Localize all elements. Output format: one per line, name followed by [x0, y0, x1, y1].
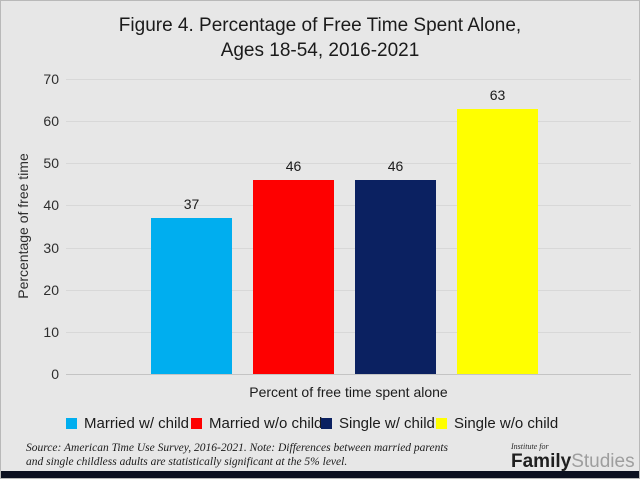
y-tick-label-40: 40 — [43, 197, 59, 214]
legend-swatch-icon — [321, 418, 332, 429]
gridline-10 — [66, 331, 631, 333]
legend-item-single-w-o-child: Single w/o child — [436, 415, 558, 432]
y-tick-label-20: 20 — [43, 281, 59, 298]
ifs-logo-wordmark: FamilyStudies — [511, 452, 636, 471]
bottom-bar — [1, 471, 639, 478]
bar-single-w-o-child — [457, 108, 538, 374]
gridline-50 — [66, 163, 631, 165]
legend-swatch-icon — [191, 418, 202, 429]
y-tick-label-50: 50 — [43, 155, 59, 172]
bar-value-label: 37 — [183, 196, 200, 213]
bar-value-label: 46 — [285, 158, 302, 175]
gridline-20 — [66, 289, 631, 291]
y-tick-label-60: 60 — [43, 113, 59, 130]
legend-label: Married w/o child — [209, 415, 323, 432]
legend: Married w/ child Married w/o child Single … — [1, 415, 639, 435]
legend-item-single-w-child: Single w/ child — [321, 415, 435, 432]
legend-label: Single w/ child — [339, 415, 435, 432]
legend-item-married-w-o-child: Married w/o child — [191, 415, 322, 432]
y-tick-label-0: 0 — [51, 366, 59, 382]
bar-married-w-child — [151, 218, 232, 374]
gridline-40 — [66, 205, 631, 207]
bar-married-w-o-child — [253, 180, 334, 374]
ifs-logo: Institute for FamilyStudies — [511, 442, 636, 471]
plot-area: 37 46 46 63 — [66, 79, 631, 375]
ifs-logo-institute-for: Institute for — [511, 442, 549, 451]
gridline-30 — [66, 247, 631, 249]
y-axis-title: Percentage of free time — [15, 153, 31, 299]
legend-swatch-icon — [66, 418, 77, 429]
bar-value-label: 63 — [489, 86, 506, 103]
gridline-60 — [66, 121, 631, 123]
y-tick-label-10: 10 — [43, 323, 59, 340]
chart-title: Figure 4. Percentage of Free Time Spent … — [118, 15, 522, 61]
ifs-logo-family: Family — [511, 451, 572, 472]
legend-swatch-icon — [436, 418, 447, 429]
x-axis-title: Percent of free time spent alone — [249, 384, 448, 400]
y-tick-label-70: 70 — [43, 71, 59, 87]
ifs-logo-studies: Studies — [571, 451, 635, 472]
legend-label: Single w/o child — [454, 415, 559, 432]
source-note: Source: American Time Use Survey, 2016-2… — [26, 442, 449, 468]
bar-single-w-child — [355, 180, 436, 374]
y-tick-label-30: 30 — [43, 239, 59, 256]
gridline-70 — [66, 79, 631, 80]
legend-label: Married w/ child — [84, 415, 190, 432]
bar-value-label: 46 — [387, 158, 404, 175]
legend-item-married-w-child: Married w/ child — [66, 415, 189, 432]
